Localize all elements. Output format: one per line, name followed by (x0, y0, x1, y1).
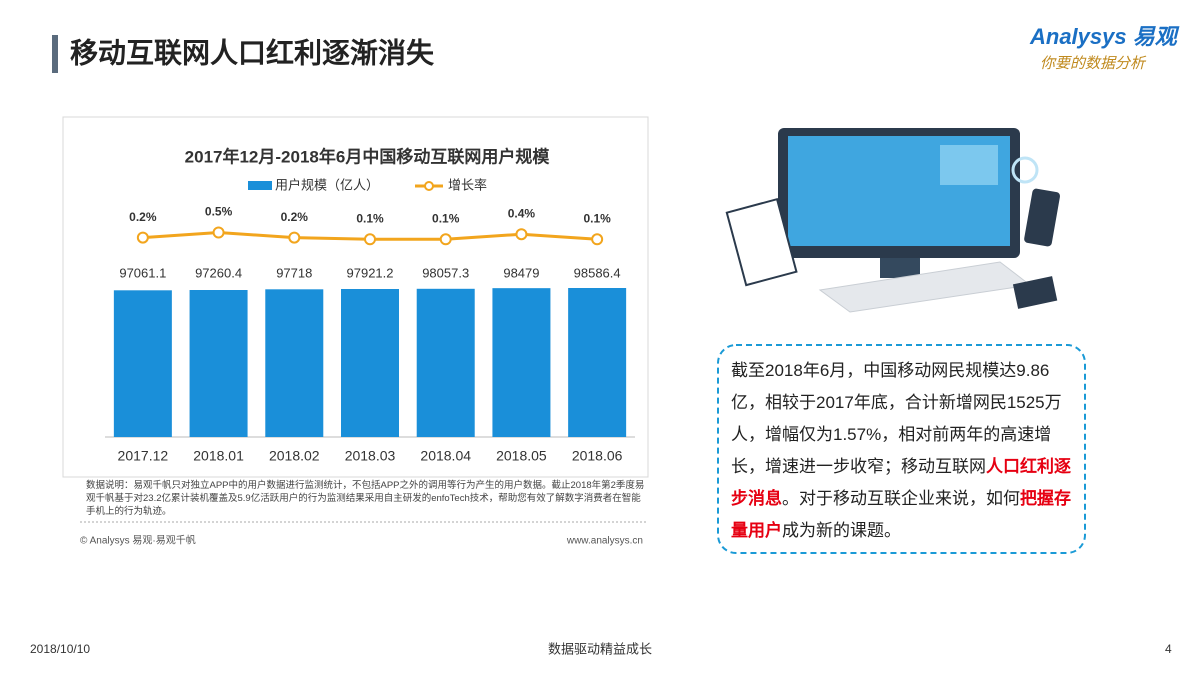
data-label: 0.5% (205, 205, 233, 219)
line-point (364, 233, 376, 246)
data-label: 0.2% (281, 210, 309, 224)
x-tick-label: 2017.12 (118, 448, 169, 464)
data-label: 0.4% (508, 206, 536, 220)
text: 截至2018年6月，中国移动网民规模达9.86亿，相较于2017年底，合计新增网… (731, 361, 1062, 476)
data-label: 98057.3 (422, 265, 469, 280)
x-tick-label: 2018.04 (420, 448, 471, 464)
website: www.analysys.cn (566, 536, 643, 547)
legend-label: 增长率 (448, 177, 487, 192)
bar (265, 289, 324, 437)
textbox: 截至2018年6月，中国移动网民规模达9.86亿，相较于2017年底，合计新增网… (731, 355, 1076, 547)
text: 。对于移动互联企业来说，如何 (782, 489, 1020, 508)
bar (341, 289, 399, 437)
data-label: 98479 (503, 265, 539, 280)
x-tick-label: 2018.02 (269, 448, 320, 464)
page-number: 4 (1165, 642, 1172, 656)
data-label: 0.1% (356, 211, 384, 225)
data-label: 0.2% (129, 210, 157, 224)
chart-title: 2017年12月-2018年6月中国移动互联网用户规模 (185, 146, 551, 166)
line-point (212, 226, 225, 239)
footer-center: 数据驱动精益成长 (548, 641, 652, 656)
line-point (288, 231, 301, 244)
line-point (515, 228, 528, 241)
textbox-frame (717, 344, 1086, 554)
data-label: 97921.2 (347, 265, 394, 280)
text: 成为新的课题。 (782, 521, 901, 540)
bar (568, 288, 627, 437)
data-label: 0.1% (583, 211, 611, 225)
data-label: 98586.4 (574, 265, 621, 280)
legend-swatch (248, 181, 272, 190)
copyright: © Analysys 易观·易观千帆 (80, 534, 196, 547)
logo: Analysys 易观 (1029, 24, 1180, 49)
x-tick-label: 2018.06 (572, 448, 623, 464)
data-label: 97260.4 (195, 265, 242, 280)
bar (416, 288, 475, 437)
title-bar (52, 35, 58, 73)
x-tick-label: 2018.03 (345, 448, 396, 464)
highlight: 人口红利逐步消息 (731, 457, 1071, 508)
data-label: 97061.1 (119, 265, 166, 280)
note: 数据说明：易观千帆只对独立APP中的用户数据进行监测统计，不包括APP之外的调用… (86, 480, 645, 517)
bar (492, 288, 551, 437)
x-tick-label: 2018.01 (193, 448, 244, 464)
data-label: 0.1% (432, 211, 460, 225)
bar (113, 290, 172, 437)
illustration (725, 128, 1061, 313)
highlight: 把握存量用户 (731, 489, 1071, 540)
x-tick-label: 2018.05 (496, 448, 547, 464)
line-point (591, 233, 604, 246)
legend-label: 用户规模（亿人） (275, 177, 379, 192)
footer-date: 2018/10/10 (30, 642, 90, 656)
bar (189, 290, 248, 437)
chart-frame (62, 116, 649, 478)
data-label: 97718 (276, 265, 312, 280)
slogan: 你要的数据分析 (1040, 55, 1147, 72)
line-point (136, 231, 149, 244)
page-title: 移动互联网人口红利逐渐消失 (70, 36, 435, 68)
line-point (439, 233, 452, 246)
legend-swatch (424, 181, 434, 191)
